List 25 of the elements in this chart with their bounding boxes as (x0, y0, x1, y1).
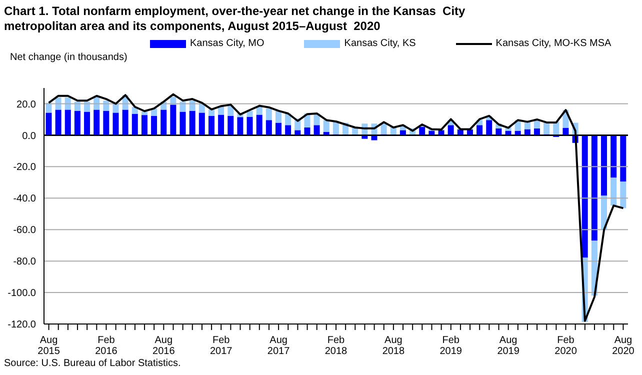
y-tick-label: -40.0 (13, 194, 36, 205)
legend-label: Kansas City, KS (344, 38, 416, 49)
y-axis-title: Net change (in thousands) (10, 52, 128, 63)
x-tick-label: Feb 2020 (554, 335, 578, 357)
x-tick-label: Feb 2018 (324, 335, 348, 357)
x-tick-label: Feb 2017 (210, 335, 233, 357)
y-tick-label: -80.0 (13, 256, 36, 268)
legend-label: Kansas City, MO-KS MSA (496, 38, 612, 49)
x-tick-label: Aug 2016 (152, 335, 176, 357)
y-tick-label: -120.0 (8, 320, 36, 331)
x-tick-label: Aug 2015 (38, 335, 60, 357)
x-tick-label: Aug 2019 (497, 335, 520, 357)
y-tick-label: -20.0 (13, 162, 36, 174)
y-tick-label: 0.0 (22, 130, 36, 142)
legend-label: Kansas City, MO (190, 38, 264, 49)
chart-title: Chart 1. Total nonfarm employment, over-the-year net change in the Kansas City metropolitan area and its components, August 2015–August 2020 (4, 4, 466, 34)
x-tick-label: Aug 2020 (612, 335, 635, 357)
x-tick-label: Aug 2017 (267, 335, 290, 357)
y-tick-label: -60.0 (13, 225, 36, 236)
x-tick-label: Feb 2019 (440, 335, 462, 357)
y-tick-label: -100.0 (8, 288, 36, 300)
x-tick-label: Feb 2016 (95, 335, 118, 357)
x-tick-label: Aug 2018 (382, 335, 405, 357)
source-note: Source: U.S. Bureau of Labor Statistics. (4, 358, 181, 369)
y-tick-label: 20.0 (16, 99, 36, 110)
